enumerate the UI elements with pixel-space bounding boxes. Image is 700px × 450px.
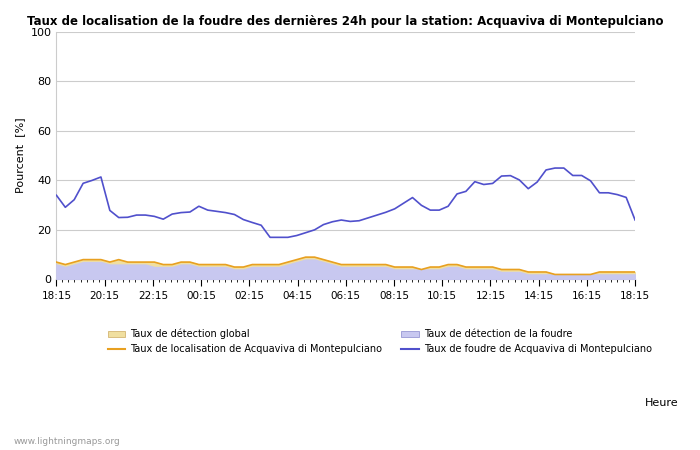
Y-axis label: Pourcent  [%]: Pourcent [%] [15, 118, 25, 194]
Title: Taux de localisation de la foudre des dernières 24h pour la station: Acquaviva d: Taux de localisation de la foudre des de… [27, 15, 664, 28]
Legend: Taux de détection global, Taux de localisation de Acquaviva di Montepulciano, Ta: Taux de détection global, Taux de locali… [108, 329, 652, 354]
Text: Heure: Heure [645, 398, 679, 408]
Text: www.lightningmaps.org: www.lightningmaps.org [14, 436, 120, 446]
